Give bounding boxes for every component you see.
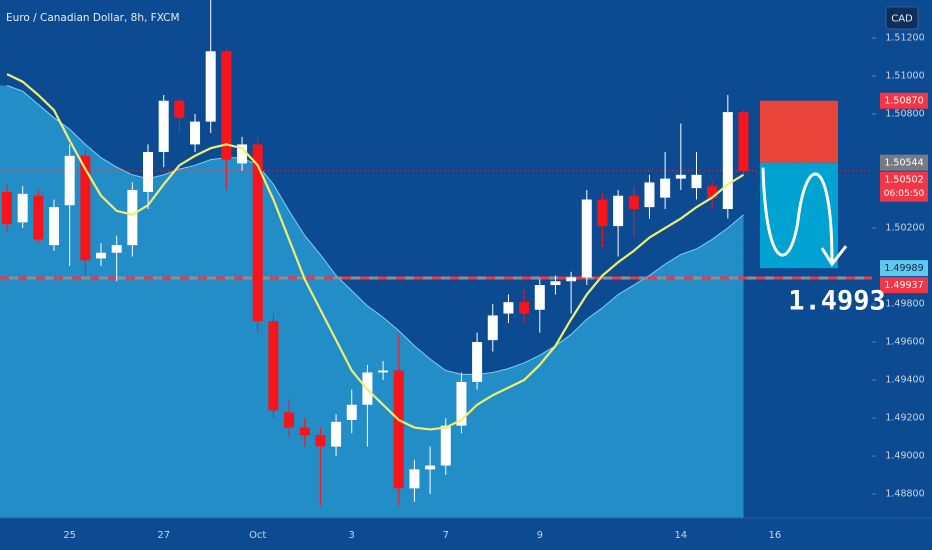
candle-body [707, 186, 718, 198]
candle-body [143, 152, 154, 192]
wave-arrow [761, 167, 834, 263]
currency-label[interactable]: CAD [891, 14, 913, 25]
candle-body [111, 245, 122, 253]
candle-body [566, 277, 577, 282]
x-tick-label: 9 [537, 530, 543, 541]
moving-average [6, 73, 745, 431]
candle-body [80, 155, 91, 261]
area-fill [0, 85, 744, 519]
countdown: 06:05:50 [884, 189, 925, 199]
candle-body [503, 302, 514, 314]
candle-body [597, 199, 608, 227]
x-tick-label: 3 [349, 530, 355, 541]
candle-body [581, 199, 592, 278]
price-label-box [880, 171, 928, 202]
candle-body [519, 302, 530, 314]
price-label: 1.50870 [884, 96, 923, 107]
price-label-box [880, 277, 928, 294]
stop-zone [760, 100, 838, 163]
candle-body [96, 252, 107, 259]
candle-body [49, 207, 60, 246]
candle-body [346, 404, 357, 420]
x-tick-label: 7 [443, 530, 449, 541]
candle-body [237, 144, 248, 164]
x-tick-label: Oct [249, 530, 266, 541]
candle-body [534, 285, 545, 310]
candle-body [221, 51, 232, 160]
candle-body [17, 193, 28, 223]
x-tick-label: 16 [768, 530, 781, 541]
y-tick-label: 1.49000 [885, 451, 924, 462]
candle-body [660, 178, 671, 198]
candle-body [456, 381, 467, 426]
candle-body [550, 281, 561, 286]
candle-body [64, 155, 75, 206]
candle-body [299, 427, 310, 436]
price-label-box [880, 154, 928, 171]
candle-body [440, 425, 451, 466]
candle-body [33, 195, 44, 240]
plot-area [0, 0, 872, 519]
y-tick-label: 1.51200 [885, 33, 924, 44]
y-tick-label: 1.49800 [885, 299, 924, 310]
candle-body [127, 190, 138, 246]
candle-body [487, 315, 498, 341]
candle-body [315, 435, 326, 447]
candle-body [644, 182, 655, 208]
x-tick-label: 27 [157, 530, 170, 541]
candle-body [613, 195, 624, 227]
candle-body [158, 100, 169, 153]
y-tick-label: 1.51000 [885, 71, 924, 82]
candle-body [409, 469, 420, 489]
candle-body [174, 100, 185, 118]
area-edge [6, 85, 744, 375]
candle-body [284, 412, 295, 428]
candle-body [2, 191, 12, 225]
y-tick-label: 1.49600 [885, 337, 924, 348]
candle-body [268, 321, 279, 411]
candle-body [190, 121, 201, 145]
candle-body [393, 370, 404, 489]
candle-body [472, 342, 483, 382]
candle-body [691, 174, 702, 189]
candle-body [722, 112, 733, 210]
y-tick-label: 1.50800 [885, 109, 924, 120]
arrow-head [820, 245, 848, 267]
price-label: 1.50502 [884, 175, 923, 186]
price-label: 1.50544 [884, 158, 923, 169]
x-tick-label: 25 [63, 530, 76, 541]
x-tick-label: 14 [674, 530, 687, 541]
y-tick-label: 1.50200 [885, 223, 924, 234]
annotation: 1.4993 [788, 286, 886, 317]
y-tick-label: 1.49200 [885, 413, 924, 424]
y-tick-label: 1.49400 [885, 375, 924, 386]
candle-body [378, 370, 389, 373]
candle-body [675, 174, 686, 179]
currency-button[interactable] [885, 6, 919, 30]
candle-body [205, 51, 216, 122]
y-tick-label: 1.48800 [885, 489, 924, 500]
candle-body [738, 112, 749, 172]
price-label-box [880, 92, 928, 109]
chart-title: Euro / Canadian Dollar, 8h, FXCM [6, 12, 180, 24]
candle-body [628, 195, 639, 210]
price-label: 1.49989 [884, 263, 923, 274]
candle-body [425, 465, 436, 470]
candle-body [331, 421, 342, 447]
price-label-box [880, 260, 928, 277]
candle-body [252, 144, 263, 322]
price-label: 1.49937 [884, 280, 923, 291]
